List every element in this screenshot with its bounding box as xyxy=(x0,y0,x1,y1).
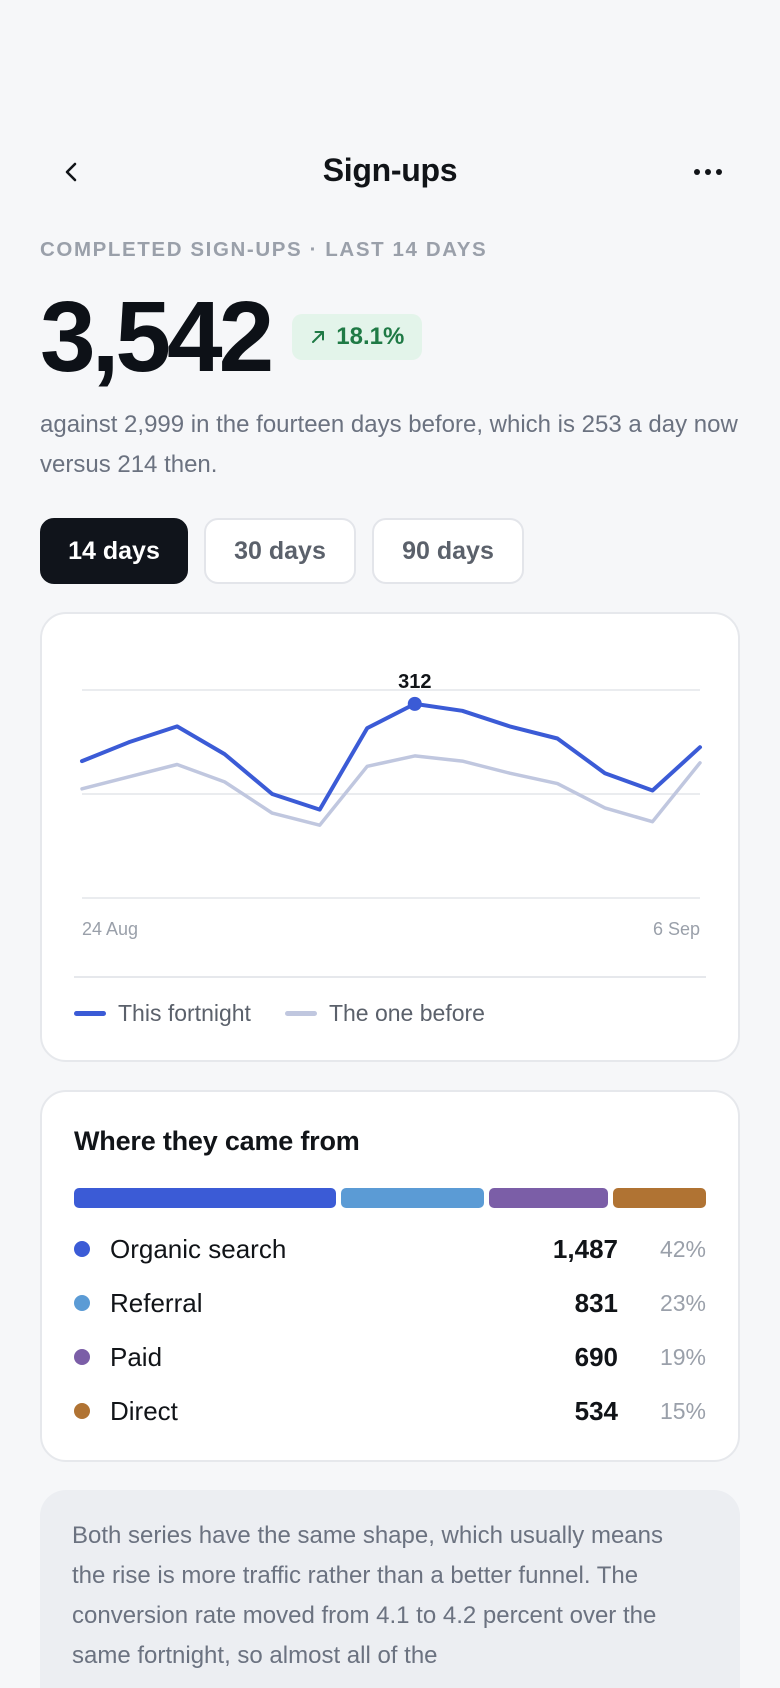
peak-point-marker[interactable] xyxy=(407,696,422,711)
more-options-button[interactable] xyxy=(686,150,730,194)
share-segment-referral xyxy=(340,1188,485,1208)
more-horizontal-icon xyxy=(694,169,722,175)
source-name: Referral xyxy=(110,1287,203,1318)
share-segment-organic-search xyxy=(74,1188,336,1208)
kpi-row: 3,542 18.1% xyxy=(40,281,423,393)
page-title: Sign-ups xyxy=(322,152,458,188)
range-14-days-button[interactable]: 14 days xyxy=(40,518,188,584)
source-list: Organic search 1,487 42% Referral 831 23… xyxy=(74,1222,706,1438)
series-line-this-fortnight xyxy=(80,701,702,812)
range-selector: 14 days 30 days 90 days xyxy=(40,518,524,584)
back-button[interactable] xyxy=(50,150,94,194)
chart-divider xyxy=(74,976,706,978)
source-row-paid[interactable]: Paid 690 19% xyxy=(74,1330,706,1384)
legend-item-the-one-before[interactable]: The one before xyxy=(284,1000,485,1027)
chevron-left-icon xyxy=(65,162,77,182)
peak-value-label: 312 xyxy=(398,671,431,693)
range-30-days-button[interactable]: 30 days xyxy=(204,518,356,584)
sources-card: Where they came from Organic search 1,48… xyxy=(40,1090,740,1462)
source-row-referral[interactable]: Referral 831 23% xyxy=(74,1276,706,1330)
source-count: 1,487 xyxy=(552,1233,618,1264)
source-color-dot xyxy=(74,1403,90,1419)
share-segment-paid xyxy=(489,1188,608,1208)
kpi-value: 3,542 xyxy=(40,281,274,393)
source-percent: 15% xyxy=(659,1397,706,1424)
delta-badge: 18.1% xyxy=(292,314,423,360)
trend-chart-card: 24 Aug 6 Sep 312 This fortnight The one … xyxy=(40,612,740,1062)
metric-eyebrow: COMPLETED SIGN-UPS · LAST 14 DAYS xyxy=(40,238,488,261)
legend-swatch xyxy=(74,1011,106,1016)
x-axis-start-label: 24 Aug xyxy=(82,919,138,939)
source-name: Organic search xyxy=(110,1233,287,1264)
sources-title: Where they came from xyxy=(74,1126,360,1156)
legend-item-this-fortnight[interactable]: This fortnight xyxy=(74,1000,251,1027)
source-share-bar xyxy=(74,1188,706,1208)
series-line-the-one-before xyxy=(80,754,702,827)
legend-swatch xyxy=(284,1011,317,1016)
source-color-dot xyxy=(74,1295,90,1311)
chart-legend: This fortnight The one before xyxy=(74,1000,485,1027)
source-name: Direct xyxy=(110,1395,178,1426)
source-count: 690 xyxy=(574,1341,618,1372)
legend-label: This fortnight xyxy=(118,1000,251,1026)
source-percent: 42% xyxy=(659,1235,706,1262)
share-segment-direct xyxy=(612,1188,706,1208)
source-percent: 23% xyxy=(659,1289,706,1316)
source-row-organic-search[interactable]: Organic search 1,487 42% xyxy=(74,1222,706,1276)
insight-text: Both series have the same shape, which u… xyxy=(72,1522,663,1669)
arrow-up-right-icon xyxy=(312,331,325,343)
kpi-comparison-note: against 2,999 in the fourteen days befor… xyxy=(40,411,738,478)
source-row-direct[interactable]: Direct 534 15% xyxy=(74,1384,706,1438)
source-count: 534 xyxy=(574,1395,618,1426)
source-percent: 19% xyxy=(659,1343,706,1370)
top-bar: Sign-ups xyxy=(0,140,780,204)
range-90-days-button[interactable]: 90 days xyxy=(372,518,524,584)
legend-label: The one before xyxy=(328,1000,485,1026)
insight-card: Both series have the same shape, which u… xyxy=(40,1490,740,1688)
trend-chart: 24 Aug 6 Sep 312 xyxy=(80,671,702,939)
source-color-dot xyxy=(74,1241,90,1257)
delta-value: 18.1% xyxy=(336,323,405,350)
x-axis-end-label: 6 Sep xyxy=(653,919,700,939)
source-color-dot xyxy=(74,1349,90,1365)
source-count: 831 xyxy=(574,1287,618,1318)
source-name: Paid xyxy=(110,1341,163,1372)
